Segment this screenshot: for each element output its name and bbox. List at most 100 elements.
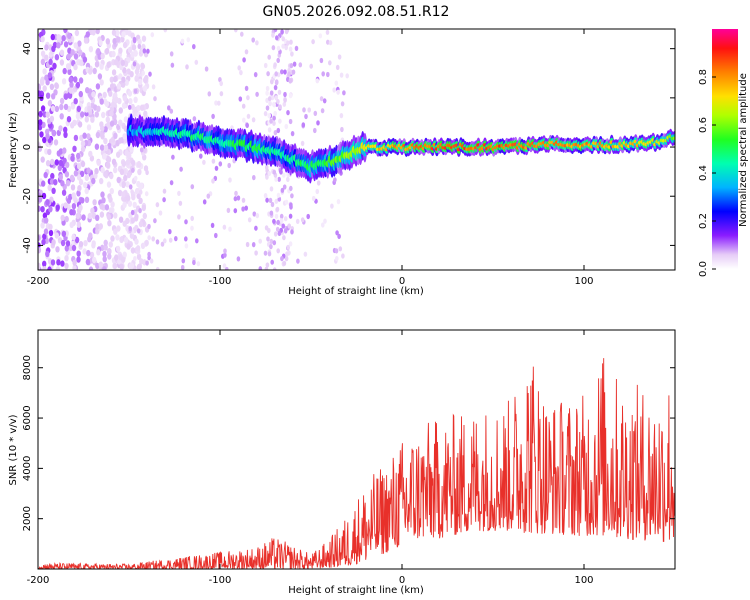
spectrogram-cell bbox=[79, 59, 84, 67]
spectrogram-cell bbox=[337, 233, 341, 239]
spectrogram-cell bbox=[269, 186, 274, 192]
spectrogram-cell bbox=[85, 258, 91, 266]
spectrogram-cell bbox=[66, 53, 71, 60]
spectrogram-cell bbox=[76, 250, 81, 257]
spectrogram-cell bbox=[131, 44, 137, 51]
spectrogram-cell bbox=[342, 90, 346, 96]
spectrogram-cell bbox=[41, 192, 47, 200]
spectrogram-cell bbox=[62, 126, 68, 133]
snr-x-label: Height of straight line (km) bbox=[288, 585, 424, 596]
spectrogram-cell bbox=[275, 206, 280, 212]
spectrogram-cell bbox=[56, 259, 61, 266]
spectrogram-cell bbox=[47, 266, 52, 270]
spectrogram-cell bbox=[86, 167, 91, 174]
spectrogram-cell bbox=[194, 59, 199, 65]
spectrogram-cell bbox=[42, 233, 47, 240]
spectrogram-cell bbox=[88, 150, 93, 158]
spectrogram-cell bbox=[339, 72, 344, 78]
spectrogram-cell bbox=[339, 113, 344, 119]
spectrogram-cell bbox=[95, 131, 101, 139]
spectrogram-cell bbox=[107, 248, 112, 255]
spectrogram-cell bbox=[280, 187, 285, 193]
spectrogram-cell bbox=[141, 70, 145, 76]
spectrogram-cell bbox=[111, 158, 117, 165]
spectrogram-cell bbox=[276, 219, 281, 225]
spectrogram-cell bbox=[244, 205, 248, 211]
spectrogram-cell bbox=[76, 221, 82, 228]
spectrogram-cell bbox=[167, 105, 171, 111]
spectrogram-cell bbox=[61, 230, 67, 237]
spectrogram-cell bbox=[109, 172, 114, 180]
y-tick-label: 2000 bbox=[22, 506, 33, 531]
spectrogram-cell bbox=[133, 256, 137, 262]
spectrogram-cell bbox=[67, 32, 72, 40]
spectrogram-cell bbox=[73, 98, 78, 105]
spectrogram-cell bbox=[283, 69, 287, 75]
spectrogram-cell bbox=[192, 259, 196, 266]
spectrogram-cell bbox=[81, 214, 86, 221]
spectrogram-cell bbox=[47, 184, 52, 191]
spectrogram-cell bbox=[95, 29, 100, 35]
spectrogram-cell bbox=[306, 213, 311, 220]
x-tick-label: -100 bbox=[209, 276, 232, 287]
spectrogram-cell bbox=[96, 105, 101, 113]
spectrogram-cell bbox=[40, 58, 46, 66]
spectrogram-cell bbox=[116, 225, 121, 232]
spectrogram-cell bbox=[87, 105, 92, 113]
spectrogram-cell bbox=[95, 223, 100, 230]
spectrogram-cell bbox=[76, 256, 81, 263]
spectrogram-cell bbox=[241, 197, 246, 203]
spectrogram-cell bbox=[59, 103, 64, 111]
spectrogram-cell bbox=[321, 71, 326, 77]
spectrogram-cell bbox=[108, 90, 113, 97]
spectrogram-cell bbox=[126, 243, 131, 250]
spectrogram-cell bbox=[48, 223, 53, 231]
spectrogram-cell bbox=[59, 59, 65, 66]
spectrogram-cell bbox=[123, 236, 129, 244]
y-tick-label: 6000 bbox=[22, 405, 33, 430]
spectrogram-cell bbox=[294, 45, 299, 52]
spectrogram-cell bbox=[38, 124, 43, 131]
spectrogram-cell bbox=[104, 204, 110, 211]
spectrogram-cell bbox=[97, 73, 103, 80]
spectrogram-cell bbox=[286, 40, 290, 46]
spectrogram-cell bbox=[155, 239, 160, 245]
spectrogram-cell bbox=[147, 235, 151, 241]
spectrogram-cell bbox=[323, 218, 327, 224]
spectrogram-cell bbox=[265, 90, 269, 96]
spectrogram-cell bbox=[326, 71, 330, 78]
spectrogram-cell bbox=[99, 203, 104, 210]
spectrogram-cell bbox=[290, 131, 295, 137]
spectrogram-cell bbox=[65, 180, 71, 187]
spectrogram-cell bbox=[282, 184, 287, 190]
spectrogram-cell bbox=[107, 220, 112, 227]
spectrogram-cell bbox=[273, 110, 278, 117]
spectrogram-cell bbox=[38, 234, 41, 242]
spectrogram-x-label: Height of straight line (km) bbox=[288, 286, 424, 297]
spectrogram-cell bbox=[85, 87, 90, 94]
spectrogram-cell bbox=[40, 36, 45, 43]
spectrogram-cell bbox=[60, 260, 65, 267]
spectrogram-cell bbox=[251, 37, 255, 43]
spectrogram-cell bbox=[245, 241, 250, 248]
spectrogram-cell bbox=[328, 40, 333, 46]
spectrogram-cell bbox=[273, 85, 278, 91]
spectrogram-cell bbox=[57, 164, 62, 172]
spectrogram-cell bbox=[40, 206, 45, 213]
spectrogram-cell bbox=[252, 175, 256, 181]
spectrogram-cell bbox=[177, 190, 181, 196]
spectrogram-cell bbox=[108, 241, 114, 248]
spectrogram-cell bbox=[73, 42, 78, 49]
spectrogram-cell bbox=[73, 170, 79, 177]
spectrogram-cell bbox=[315, 188, 320, 195]
spectrogram-cell bbox=[307, 107, 312, 113]
spectrogram-cell bbox=[130, 247, 136, 254]
snr-x-ticks: -200 -100 0 100 bbox=[27, 330, 594, 586]
spectrogram-cell bbox=[315, 78, 320, 84]
spectrogram-cell bbox=[78, 77, 84, 84]
spectrogram-cell bbox=[116, 83, 122, 90]
spectrogram-cell bbox=[49, 178, 55, 185]
spectrogram-cell bbox=[76, 152, 81, 160]
spectrogram-cell bbox=[139, 258, 144, 265]
spectrogram-cell bbox=[83, 240, 88, 247]
